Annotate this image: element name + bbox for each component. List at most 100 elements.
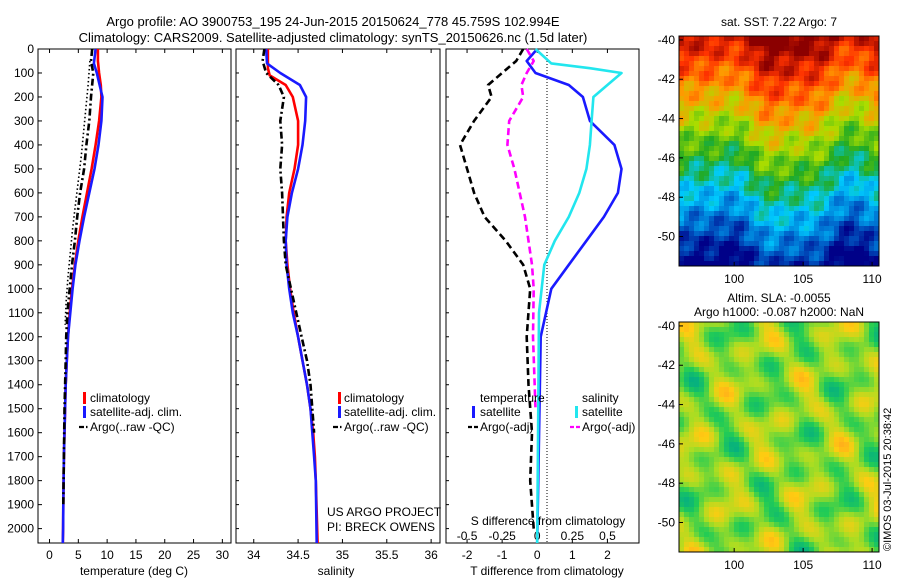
temperature-profile-plot: 0100200300400500600700800900100011001200… [7,42,232,578]
map-cell [684,367,690,373]
map-cell [754,216,760,222]
map-cell [724,447,730,453]
map-cell [804,442,810,448]
map-cell [779,472,785,478]
map-cell [739,256,745,262]
map-cell [859,216,865,222]
map-cell [714,86,720,92]
map-cell [874,171,880,177]
map-cell [799,472,805,478]
map-cell [794,452,800,458]
map-cell [869,472,875,478]
map-cell [679,101,685,107]
map-cell [784,256,790,262]
map-cell [784,517,790,523]
map-cell [799,246,805,252]
series-line-t-argo-adj- [458,48,535,529]
map-cell [679,251,685,257]
map-cell [809,71,815,77]
map-cell [729,106,735,112]
map-cell [819,111,825,117]
map-cell [814,417,820,423]
map-cell [799,141,805,147]
map-cell [704,347,710,353]
map-cell [804,116,810,122]
map-cell [849,412,855,418]
map-cell [829,502,835,508]
map-cell [684,377,690,383]
map-cell [754,322,760,328]
map-cell [869,442,875,448]
map-cell [794,176,800,182]
map-cell [684,527,690,533]
map-cell [774,101,780,107]
map-cell [684,46,690,52]
map-cell [729,482,735,488]
map-cell [859,352,865,358]
map-cell [804,91,810,97]
map-cell [854,186,860,192]
map-cell [829,56,835,62]
map-cell [759,226,765,232]
x-tick-label: 35 [336,548,350,562]
map-cell [869,357,875,363]
map-cell [799,256,805,262]
map-cell [809,337,815,343]
map-cell [804,347,810,353]
map-cell [749,357,755,363]
map-cell [739,502,745,508]
map-cell [874,372,880,378]
map-cell [819,422,825,428]
map-cell [704,467,710,473]
map-cell [689,452,695,458]
map-cell [684,462,690,468]
map-cell [699,352,705,358]
map-cell [679,61,685,67]
map-cell [834,106,840,112]
map-cell [864,397,870,403]
map-cell [734,472,740,478]
map-cell [809,226,815,232]
map-cell [834,56,840,62]
map-cell [784,522,790,528]
map-cell [744,462,750,468]
map-cell [719,166,725,172]
map-cell [764,76,770,82]
map-cell [829,226,835,232]
map-cell [689,226,695,232]
map-cell [729,432,735,438]
map-cell [779,131,785,137]
map-cell [684,372,690,378]
map-cell [699,477,705,483]
map-cell [704,462,710,468]
map-cell [689,61,695,67]
map-cell [834,111,840,117]
map-cell [704,392,710,398]
map-cell [814,467,820,473]
map-cell [859,241,865,247]
map-cell [819,76,825,82]
map-cell [824,86,830,92]
map-cell [729,206,735,212]
map-cell [714,462,720,468]
map-cell [744,61,750,67]
map-cell [739,186,745,192]
map-cell [829,357,835,363]
map-cell [739,156,745,162]
map-cell [794,352,800,358]
map-cell [719,417,725,423]
map-cell [724,487,730,493]
map-cell [849,417,855,423]
map-cell [679,507,685,513]
map-cell [684,517,690,523]
map-cell [679,201,685,207]
map-cell [784,141,790,147]
map-cell [834,512,840,518]
map-cell [814,387,820,393]
map-cell [774,417,780,423]
map-cell [694,527,700,533]
map-cell [789,211,795,217]
map-cell [769,407,775,413]
map-cell [719,337,725,343]
map-cell [754,186,760,192]
